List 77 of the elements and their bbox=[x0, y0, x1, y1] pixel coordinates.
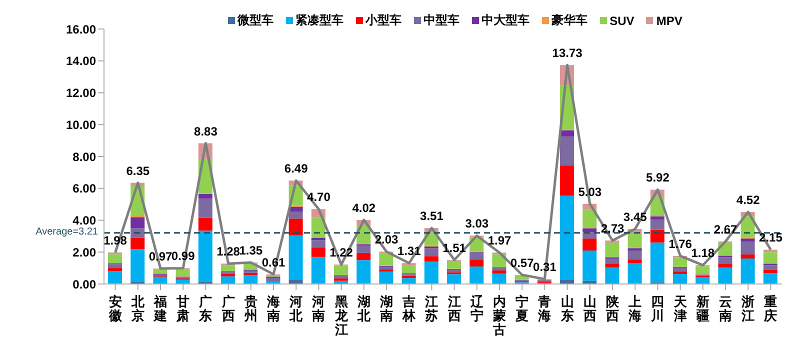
data-label: 0.99 bbox=[171, 249, 196, 264]
data-label: 1.18 bbox=[691, 246, 715, 260]
x-tick-label: 河北 bbox=[288, 294, 304, 323]
y-tick-label: 10.00 bbox=[66, 118, 96, 132]
data-label: 1.97 bbox=[488, 234, 512, 248]
data-label: 1.31 bbox=[397, 244, 422, 258]
y-tick-label: 16.00 bbox=[66, 22, 96, 36]
x-tick-label: 四川 bbox=[650, 294, 664, 323]
legend-label: 紧凑型车 bbox=[294, 12, 344, 29]
x-tick-label: 天津 bbox=[672, 294, 688, 323]
x-tick-label: 云南 bbox=[718, 294, 732, 323]
x-tick-label: 宁夏 bbox=[514, 294, 529, 323]
data-label: 1.28 bbox=[216, 244, 240, 259]
data-label: 6.35 bbox=[126, 164, 150, 178]
legend-label: MPV bbox=[655, 12, 682, 29]
x-tick-label: 河南 bbox=[311, 294, 326, 323]
legend-label: SUV bbox=[608, 12, 634, 29]
data-label: 0.61 bbox=[262, 255, 286, 270]
x-tick-label: 上海 bbox=[628, 294, 642, 323]
legend-label: 小型车 bbox=[364, 12, 402, 29]
x-tick-label: 海南 bbox=[266, 294, 280, 323]
data-label: 2.15 bbox=[759, 230, 783, 245]
y-tick-label: 4.00 bbox=[72, 214, 96, 228]
data-label: 8.83 bbox=[194, 124, 218, 138]
data-label: 0.97 bbox=[148, 250, 172, 264]
x-tick-label: 重庆 bbox=[763, 294, 778, 323]
x-tick-label: 辽宁 bbox=[469, 294, 484, 323]
x-tick-label: 广西 bbox=[220, 294, 235, 323]
x-tick-label: 北京 bbox=[130, 294, 146, 323]
data-label: 1.22 bbox=[330, 246, 354, 260]
x-tick-label: 安徽 bbox=[108, 294, 123, 323]
y-tick-label: 14.00 bbox=[66, 54, 96, 68]
data-label: 0.57 bbox=[510, 256, 534, 270]
x-tick-label: 内蒙古 bbox=[492, 294, 506, 337]
x-tick-label: 山东 bbox=[560, 294, 574, 323]
y-tick-label: 8.00 bbox=[72, 150, 96, 164]
data-label: 5.03 bbox=[578, 184, 602, 199]
data-label: 4.52 bbox=[736, 192, 760, 207]
x-tick-label: 山西 bbox=[582, 294, 596, 323]
legend-label: 中大型车 bbox=[480, 12, 530, 29]
data-label: 1.98 bbox=[104, 233, 128, 248]
legend-label: 中型车 bbox=[422, 12, 460, 29]
x-tick-label: 黑龙江 bbox=[334, 294, 349, 337]
data-label: 5.92 bbox=[646, 170, 670, 185]
x-tick-label: 甘肃 bbox=[176, 294, 190, 323]
y-tick-label: 2.00 bbox=[72, 245, 96, 260]
data-label: 3.51 bbox=[420, 209, 444, 224]
data-label: 1.51 bbox=[442, 240, 466, 255]
legend-label: 豪华车 bbox=[550, 12, 588, 29]
data-label: 2.03 bbox=[374, 232, 398, 247]
y-tick-label: 6.00 bbox=[72, 182, 96, 196]
data-label: 1.76 bbox=[668, 236, 692, 251]
data-label: 3.03 bbox=[465, 216, 489, 231]
data-label: 2.73 bbox=[600, 221, 624, 236]
x-tick-label: 福建 bbox=[153, 294, 167, 323]
data-label: 1.35 bbox=[239, 243, 263, 258]
ref-line-label: Average=3.21 bbox=[36, 226, 98, 238]
x-tick-label: 湖南 bbox=[379, 294, 393, 323]
x-tick-label: 湖北 bbox=[356, 294, 372, 323]
data-label: 4.02 bbox=[352, 200, 376, 215]
x-tick-label: 浙江 bbox=[740, 294, 755, 323]
x-tick-label: 吉林 bbox=[402, 294, 417, 323]
data-label: 0.31 bbox=[533, 260, 557, 274]
data-label: 13.73 bbox=[552, 46, 583, 60]
y-tick-label: 12.00 bbox=[66, 86, 96, 100]
x-tick-label: 贵州 bbox=[243, 294, 258, 323]
y-tick-label: 0.00 bbox=[72, 277, 96, 292]
x-tick-label: 广东 bbox=[198, 294, 212, 323]
x-tick-label: 江西 bbox=[446, 294, 461, 323]
x-tick-label: 新疆 bbox=[695, 294, 710, 323]
data-label: 4.70 bbox=[307, 190, 331, 204]
data-label: 6.49 bbox=[284, 162, 308, 176]
legend-label: 微型车 bbox=[236, 12, 274, 29]
x-tick-label: 江苏 bbox=[424, 294, 438, 323]
x-tick-label: 陕西 bbox=[605, 294, 620, 323]
x-tick-label: 青海 bbox=[537, 294, 552, 323]
data-label: 3.45 bbox=[623, 210, 648, 224]
